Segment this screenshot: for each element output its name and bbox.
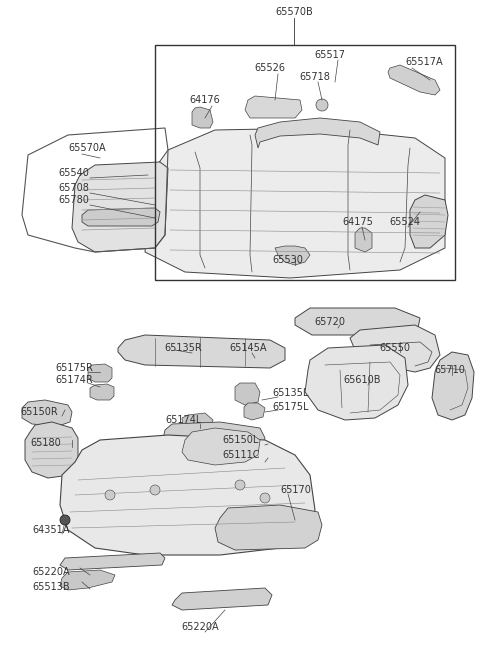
Polygon shape — [295, 308, 420, 335]
Text: 64176: 64176 — [190, 95, 220, 105]
Text: 65174R: 65174R — [55, 375, 93, 385]
Text: 65111C: 65111C — [222, 450, 260, 460]
Text: 65720: 65720 — [314, 317, 346, 327]
Text: 65540: 65540 — [58, 168, 89, 178]
Text: 65610B: 65610B — [343, 375, 381, 385]
Text: 65150L: 65150L — [222, 435, 258, 445]
Text: 64175: 64175 — [343, 217, 373, 227]
Polygon shape — [143, 165, 158, 185]
Text: 65135R: 65135R — [164, 343, 202, 353]
Polygon shape — [22, 400, 72, 426]
Polygon shape — [88, 364, 112, 382]
Text: 65175L: 65175L — [272, 402, 309, 412]
Polygon shape — [305, 345, 408, 420]
Text: 65170: 65170 — [280, 485, 311, 495]
Polygon shape — [60, 435, 315, 555]
Polygon shape — [172, 588, 272, 610]
Circle shape — [60, 515, 70, 525]
Text: 65517: 65517 — [314, 50, 346, 60]
Text: 65570A: 65570A — [68, 143, 106, 153]
Polygon shape — [162, 422, 265, 452]
Text: 65513B: 65513B — [32, 582, 70, 592]
Polygon shape — [90, 384, 114, 400]
Text: 65710: 65710 — [434, 365, 466, 375]
Polygon shape — [355, 228, 372, 252]
Circle shape — [260, 493, 270, 503]
Text: 65526: 65526 — [254, 63, 286, 73]
Polygon shape — [410, 195, 448, 248]
Polygon shape — [82, 208, 160, 226]
Polygon shape — [182, 428, 260, 465]
Polygon shape — [432, 352, 474, 420]
Text: 65220A: 65220A — [181, 622, 219, 632]
Text: 65180: 65180 — [30, 438, 61, 448]
Text: 65550: 65550 — [380, 343, 410, 353]
Polygon shape — [60, 553, 165, 570]
Polygon shape — [235, 383, 260, 405]
Text: 65708: 65708 — [58, 183, 89, 193]
Bar — [155, 45, 455, 280]
Polygon shape — [192, 107, 213, 128]
Circle shape — [150, 485, 160, 495]
Text: 65524: 65524 — [389, 217, 420, 227]
Polygon shape — [25, 422, 78, 478]
Text: 65570B: 65570B — [275, 7, 313, 17]
Polygon shape — [72, 162, 168, 252]
Polygon shape — [244, 403, 265, 420]
Polygon shape — [145, 128, 445, 278]
Text: 65174L: 65174L — [165, 415, 202, 425]
Polygon shape — [182, 413, 213, 432]
Polygon shape — [245, 96, 302, 118]
Polygon shape — [215, 505, 322, 550]
Text: 65718: 65718 — [300, 72, 330, 82]
Polygon shape — [255, 118, 380, 148]
Circle shape — [316, 99, 328, 111]
Text: 65530: 65530 — [273, 255, 303, 265]
Text: 65145A: 65145A — [229, 343, 267, 353]
Polygon shape — [350, 325, 440, 372]
Text: 65517A: 65517A — [405, 57, 443, 67]
Text: 64351A: 64351A — [32, 525, 70, 535]
Text: 65780: 65780 — [58, 195, 89, 205]
Circle shape — [235, 480, 245, 490]
Text: 65175R: 65175R — [55, 363, 93, 373]
Text: 65220A: 65220A — [32, 567, 70, 577]
Polygon shape — [60, 570, 115, 590]
Text: 65135L: 65135L — [272, 388, 308, 398]
Text: 65150R: 65150R — [20, 407, 58, 417]
Polygon shape — [388, 65, 440, 95]
Circle shape — [105, 490, 115, 500]
Polygon shape — [118, 335, 285, 368]
Polygon shape — [275, 246, 310, 265]
